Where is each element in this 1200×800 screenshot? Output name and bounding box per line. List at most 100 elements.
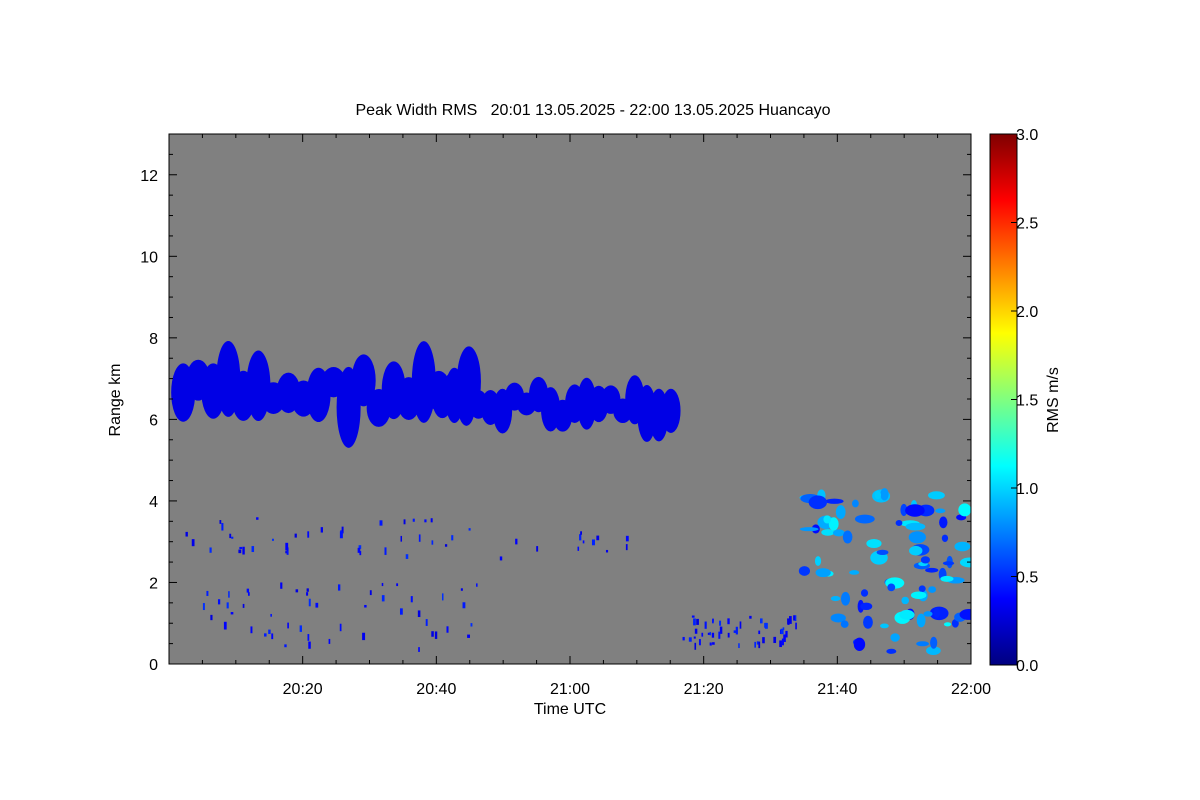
echo-cell xyxy=(940,575,954,582)
echo-cell xyxy=(577,377,597,430)
echo-speck xyxy=(306,592,309,596)
echo-cell xyxy=(905,522,926,531)
echo-speck xyxy=(739,621,742,629)
echo-speck xyxy=(308,598,311,607)
echo-speck xyxy=(758,630,761,635)
echo-speck xyxy=(242,546,245,555)
echo-cell xyxy=(895,519,903,526)
echo-cell xyxy=(959,557,971,568)
echo-speck xyxy=(228,591,230,598)
echo-speck xyxy=(362,632,366,641)
echo-speck xyxy=(217,599,221,605)
echo-speck xyxy=(711,632,715,638)
echo-cell xyxy=(928,491,945,500)
feature-scattered-echoes xyxy=(682,615,797,650)
echo-speck xyxy=(285,551,288,554)
x-tick-label: 22:00 xyxy=(951,681,991,698)
echo-speck xyxy=(400,535,403,542)
echo-speck xyxy=(693,618,696,626)
echo-speck xyxy=(417,610,421,618)
echo-speck xyxy=(221,522,224,531)
echo-cell xyxy=(808,495,827,510)
colorbar-tick-label: 2.5 xyxy=(1016,216,1038,233)
echo-speck xyxy=(381,582,384,587)
echo-speck xyxy=(271,538,274,541)
colorbar-tick-label: 2.0 xyxy=(1016,304,1038,321)
echo-speck xyxy=(399,608,403,615)
echo-cell xyxy=(880,488,889,501)
echo-speck xyxy=(754,641,756,648)
echo-cell xyxy=(954,541,971,552)
echo-speck xyxy=(341,526,344,534)
echo-speck xyxy=(694,642,697,650)
echo-speck xyxy=(577,546,580,551)
echo-speck xyxy=(451,535,454,541)
y-tick-label: 8 xyxy=(149,331,158,348)
echo-cell xyxy=(899,609,915,620)
echo-features xyxy=(171,341,971,656)
echo-speck xyxy=(357,547,361,553)
echo-speck xyxy=(470,623,473,627)
echo-cell xyxy=(890,633,900,642)
x-axis: 20:20 20:40 21:00 21:20 21:40 22:00 xyxy=(201,134,991,698)
echo-speck xyxy=(396,583,399,587)
echo-speck xyxy=(285,542,289,551)
echo-cell xyxy=(943,622,952,627)
echo-cell xyxy=(842,530,853,544)
echo-speck xyxy=(756,641,759,645)
echo-cell xyxy=(910,591,927,600)
x-tick-label: 21:40 xyxy=(817,681,857,698)
echo-cell xyxy=(832,529,845,537)
echo-speck xyxy=(307,531,310,538)
echo-speck xyxy=(444,544,448,547)
echo-speck xyxy=(688,637,692,642)
colorbar-tick-label: 1.0 xyxy=(1016,481,1038,498)
y-tick-label: 10 xyxy=(140,249,158,266)
echo-speck xyxy=(250,626,253,634)
echo-cell xyxy=(916,613,926,628)
echo-speck xyxy=(691,615,695,618)
echo-cell xyxy=(866,538,882,549)
echo-speck xyxy=(238,549,242,554)
echo-cell xyxy=(876,549,889,555)
echo-speck xyxy=(727,618,730,625)
echo-speck xyxy=(789,616,792,624)
echo-speck xyxy=(315,602,319,608)
echo-speck xyxy=(251,546,255,553)
echo-speck xyxy=(707,632,710,635)
echo-speck xyxy=(308,641,311,649)
x-axis-label: Time UTC xyxy=(534,701,606,718)
y-axis-label: Range km xyxy=(107,364,124,437)
echo-cell xyxy=(840,620,849,628)
echo-speck xyxy=(701,632,704,637)
echo-speck xyxy=(229,533,232,539)
echo-cell xyxy=(930,636,938,649)
echo-speck xyxy=(287,622,289,629)
echo-cell xyxy=(821,529,835,536)
echo-speck xyxy=(430,518,433,523)
echo-speck xyxy=(299,625,302,632)
colorbar-ticks: 0.0 0.5 1.0 1.5 2.0 2.5 3.0 xyxy=(1011,127,1038,675)
echo-speck xyxy=(230,612,234,615)
echo-speck xyxy=(733,630,737,633)
echo-cell xyxy=(835,505,846,520)
echo-speck xyxy=(749,615,752,619)
echo-speck xyxy=(704,621,707,629)
echo-speck xyxy=(446,626,449,633)
echo-speck xyxy=(264,633,267,637)
echo-cell xyxy=(840,591,851,606)
echo-cell xyxy=(905,504,925,517)
echo-speck xyxy=(779,640,782,648)
colorbar-tick-label: 3.0 xyxy=(1016,127,1038,144)
echo-cell xyxy=(939,516,948,529)
echo-speck xyxy=(247,592,250,596)
echo-speck xyxy=(625,544,628,551)
echo-cell xyxy=(849,570,860,575)
echo-cell xyxy=(853,637,866,652)
echo-speck xyxy=(246,588,250,593)
echo-speck xyxy=(783,634,786,642)
echo-speck xyxy=(795,622,797,630)
x-tick-label: 20:40 xyxy=(416,681,456,698)
echo-speck xyxy=(499,556,503,561)
